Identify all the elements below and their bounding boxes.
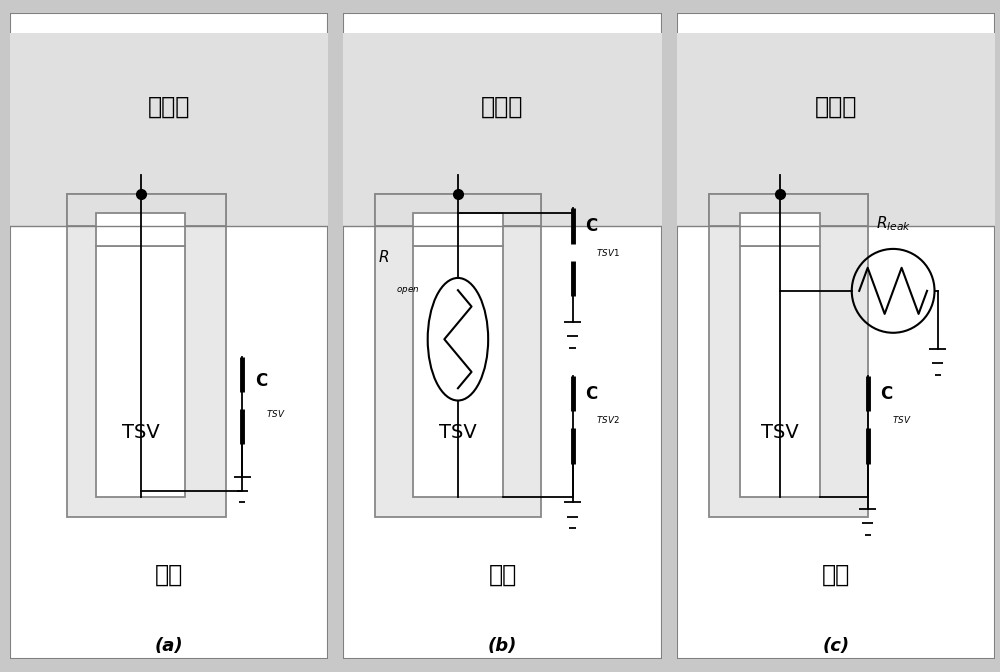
Bar [96,246,185,497]
Text: 衷底: 衷底 [488,562,517,587]
Text: $\mathbf{C}$: $\mathbf{C}$ [880,385,894,403]
Text: $\mathbf{C}$: $\mathbf{C}$ [585,217,598,235]
Text: TSV: TSV [122,423,159,442]
Bar [343,33,662,226]
Bar [375,194,541,517]
Text: TSV: TSV [761,423,799,442]
Text: TSV: TSV [439,423,477,442]
Text: 绝缘层: 绝缘层 [815,95,857,119]
Text: $_{TSV}$: $_{TSV}$ [266,407,286,420]
Text: $R_{leak}$: $R_{leak}$ [876,214,911,233]
Bar [740,246,820,497]
Bar [96,214,185,246]
Text: (a): (a) [155,636,183,655]
Bar [413,214,503,246]
Bar [708,194,868,226]
Text: $_{TSV1}$: $_{TSV1}$ [596,246,620,259]
Text: $\mathbf{C}$: $\mathbf{C}$ [255,372,268,390]
Bar [413,246,503,497]
Bar [708,194,868,517]
Text: (c): (c) [822,636,849,655]
Bar [67,194,226,226]
Bar [375,194,541,226]
Text: $R$: $R$ [378,249,390,265]
Text: 衷底: 衷底 [155,562,183,587]
Bar [677,33,995,226]
Text: $_{open}$: $_{open}$ [396,284,419,298]
Bar [10,33,328,226]
Bar [740,214,820,246]
Text: $\mathbf{C}$: $\mathbf{C}$ [585,385,598,403]
Text: 绝缘层: 绝缘层 [481,95,524,119]
Text: 绝缘层: 绝缘层 [148,95,190,119]
Text: $_{TSV}$: $_{TSV}$ [892,413,911,426]
Text: (b): (b) [488,636,517,655]
Text: $_{TSV2}$: $_{TSV2}$ [596,413,620,426]
Bar [67,194,226,517]
Text: 衷底: 衷底 [822,562,850,587]
